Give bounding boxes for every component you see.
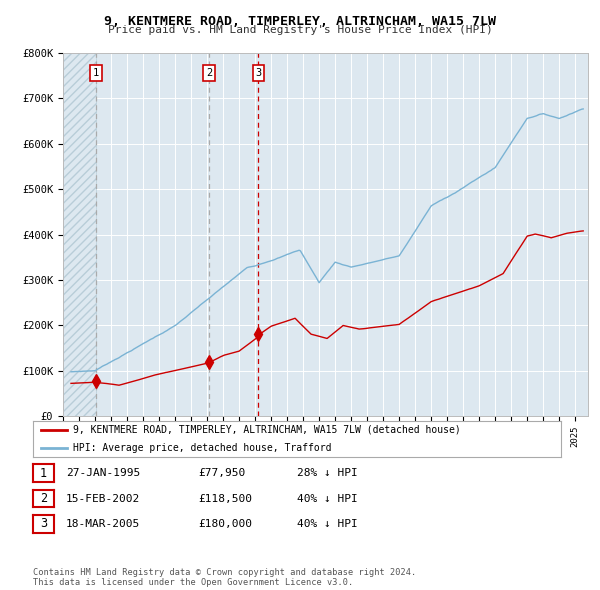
Text: 40% ↓ HPI: 40% ↓ HPI <box>297 494 358 503</box>
Text: Price paid vs. HM Land Registry's House Price Index (HPI): Price paid vs. HM Land Registry's House … <box>107 25 493 35</box>
Text: 27-JAN-1995: 27-JAN-1995 <box>66 468 140 478</box>
Text: Contains HM Land Registry data © Crown copyright and database right 2024.
This d: Contains HM Land Registry data © Crown c… <box>33 568 416 587</box>
Text: 1: 1 <box>40 467 47 480</box>
Text: 9, KENTMERE ROAD, TIMPERLEY, ALTRINCHAM, WA15 7LW (detached house): 9, KENTMERE ROAD, TIMPERLEY, ALTRINCHAM,… <box>73 425 460 435</box>
Text: 15-FEB-2002: 15-FEB-2002 <box>66 494 140 503</box>
Text: 2: 2 <box>206 68 212 78</box>
Text: 18-MAR-2005: 18-MAR-2005 <box>66 519 140 529</box>
Text: 1: 1 <box>93 68 99 78</box>
Text: £118,500: £118,500 <box>198 494 252 503</box>
Text: HPI: Average price, detached house, Trafford: HPI: Average price, detached house, Traf… <box>73 443 331 453</box>
Text: 40% ↓ HPI: 40% ↓ HPI <box>297 519 358 529</box>
Text: 3: 3 <box>40 517 47 530</box>
Text: 28% ↓ HPI: 28% ↓ HPI <box>297 468 358 478</box>
Text: 3: 3 <box>256 68 262 78</box>
Text: £180,000: £180,000 <box>198 519 252 529</box>
Text: £77,950: £77,950 <box>198 468 245 478</box>
Text: 2: 2 <box>40 492 47 505</box>
Text: 9, KENTMERE ROAD, TIMPERLEY, ALTRINCHAM, WA15 7LW: 9, KENTMERE ROAD, TIMPERLEY, ALTRINCHAM,… <box>104 15 496 28</box>
